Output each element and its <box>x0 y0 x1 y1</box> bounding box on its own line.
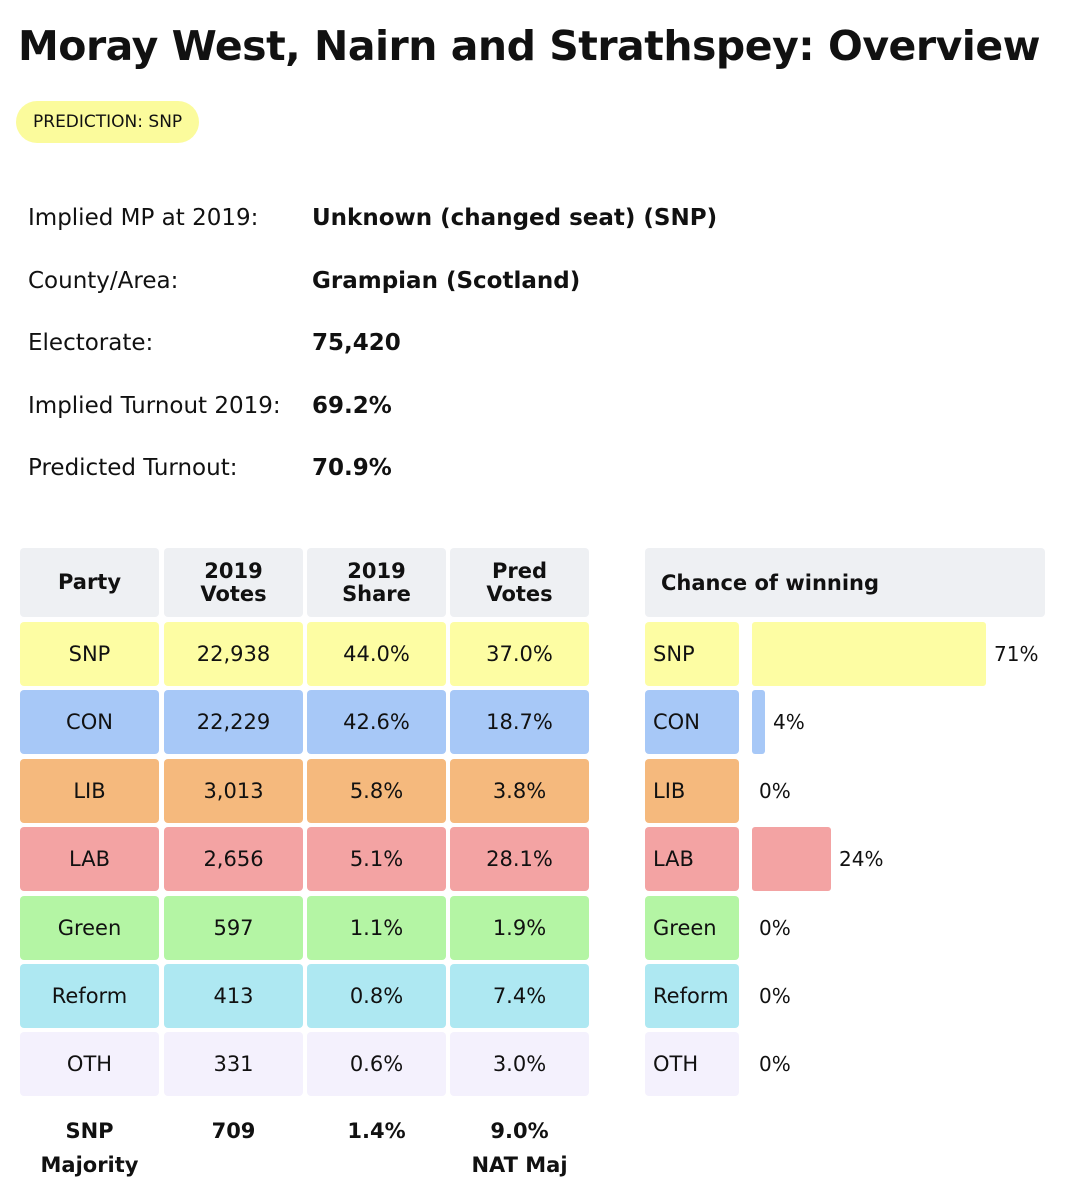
chance-bar <box>752 622 986 686</box>
footer-line: NAT Maj <box>471 1153 568 1177</box>
info-value: 69.2% <box>312 392 392 419</box>
info-row: Implied MP at 2019: Unknown (changed seat… <box>28 198 717 238</box>
chance-party-label: Green <box>645 895 739 960</box>
party-cell: LAB <box>20 827 159 892</box>
party-cell: Green <box>20 895 159 960</box>
info-row: Implied Turnout 2019: 69.2% <box>28 386 392 426</box>
chance-party-label: SNP <box>645 622 739 686</box>
info-row: County/Area: Grampian (Scotland) <box>28 261 580 301</box>
party-cell: CON <box>20 690 159 755</box>
chance-party-label: CON <box>645 690 739 755</box>
votes-2019-cell: 331 <box>164 1032 303 1097</box>
chance-party-label: LAB <box>645 827 739 892</box>
chance-party-label: OTH <box>645 1032 739 1097</box>
info-value: Unknown (changed seat) (SNP) <box>312 205 718 231</box>
chance-percent: 24% <box>839 847 884 872</box>
pred-votes-cell: 7.4% <box>450 964 589 1028</box>
header-2019-share: 2019 Share <box>307 548 446 617</box>
prediction-badge: PREDICTION: SNP <box>16 101 200 143</box>
share-2019-cell: 5.8% <box>307 758 446 823</box>
footer-line: 9.0% <box>490 1119 549 1143</box>
votes-2019-cell: 597 <box>164 895 303 960</box>
votes-2019-cell: 413 <box>164 964 303 1028</box>
share-2019-cell: 0.8% <box>307 964 446 1028</box>
header-line: Party <box>57 570 122 594</box>
party-cell: OTH <box>20 1032 159 1097</box>
header-party: Party <box>20 548 159 617</box>
pred-votes-cell: 1.9% <box>450 895 589 960</box>
chance-percent: 0% <box>759 1052 791 1077</box>
votes-2019-cell: 3,013 <box>164 758 303 823</box>
majority-party: SNP Majority <box>20 1114 159 1182</box>
pred-votes-cell: 37.0% <box>450 622 589 686</box>
chance-percent: 0% <box>759 778 791 803</box>
chance-party-label: LIB <box>645 758 739 823</box>
chance-bar <box>752 690 765 755</box>
header-line: 2019 <box>347 558 406 583</box>
info-label: Implied MP at 2019: <box>28 205 259 231</box>
info-label: County/Area: <box>28 267 179 294</box>
footer-line: 1.4% <box>347 1119 406 1143</box>
info-value: Grampian (Scotland) <box>312 267 581 294</box>
chance-percent: 4% <box>773 710 805 735</box>
header-line: Share <box>342 581 411 606</box>
header-pred-votes: Pred Votes <box>450 548 589 617</box>
footer-line: SNP <box>65 1119 114 1143</box>
majority-pred: 9.0% NAT Maj <box>450 1114 589 1182</box>
party-cell: SNP <box>20 622 159 686</box>
party-cell: LIB <box>20 758 159 823</box>
votes-2019-cell: 22,938 <box>164 622 303 686</box>
pred-votes-cell: 18.7% <box>450 690 589 755</box>
majority-votes: 709 <box>164 1114 303 1148</box>
chance-percent: 71% <box>994 642 1039 666</box>
pred-votes-cell: 3.8% <box>450 758 589 823</box>
chance-percent: 0% <box>759 984 791 1008</box>
page-title: Moray West, Nairn and Strathspey: Overvi… <box>18 22 1041 70</box>
votes-2019-cell: 2,656 <box>164 827 303 892</box>
info-label: Electorate: <box>28 330 154 356</box>
info-row: Predicted Turnout: 70.9% <box>28 448 392 488</box>
header-line: Pred <box>491 558 548 583</box>
header-2019-votes: 2019 Votes <box>164 548 303 617</box>
share-2019-cell: 1.1% <box>307 895 446 960</box>
chance-party-label: Reform <box>645 964 739 1028</box>
info-label: Implied Turnout 2019: <box>28 392 281 419</box>
info-row: Electorate: 75,420 <box>28 323 401 363</box>
header-line: Votes <box>200 581 267 606</box>
votes-2019-cell: 22,229 <box>164 690 303 755</box>
share-2019-cell: 5.1% <box>307 827 446 892</box>
header-line: Votes <box>486 581 553 606</box>
majority-share: 1.4% <box>307 1114 446 1148</box>
chance-header: Chance of winning <box>645 548 1045 617</box>
chance-bar <box>752 827 831 892</box>
info-label: Predicted Turnout: <box>28 455 238 481</box>
share-2019-cell: 44.0% <box>307 622 446 686</box>
header-line: 2019 <box>204 558 263 583</box>
footer-line: Majority <box>40 1153 139 1177</box>
chance-percent: 0% <box>759 915 791 940</box>
share-2019-cell: 42.6% <box>307 690 446 755</box>
pred-votes-cell: 28.1% <box>450 827 589 892</box>
pred-votes-cell: 3.0% <box>450 1032 589 1097</box>
share-2019-cell: 0.6% <box>307 1032 446 1097</box>
party-cell: Reform <box>20 964 159 1028</box>
footer-line: 709 <box>211 1119 256 1143</box>
info-value: 70.9% <box>312 455 392 481</box>
info-value: 75,420 <box>312 330 401 356</box>
